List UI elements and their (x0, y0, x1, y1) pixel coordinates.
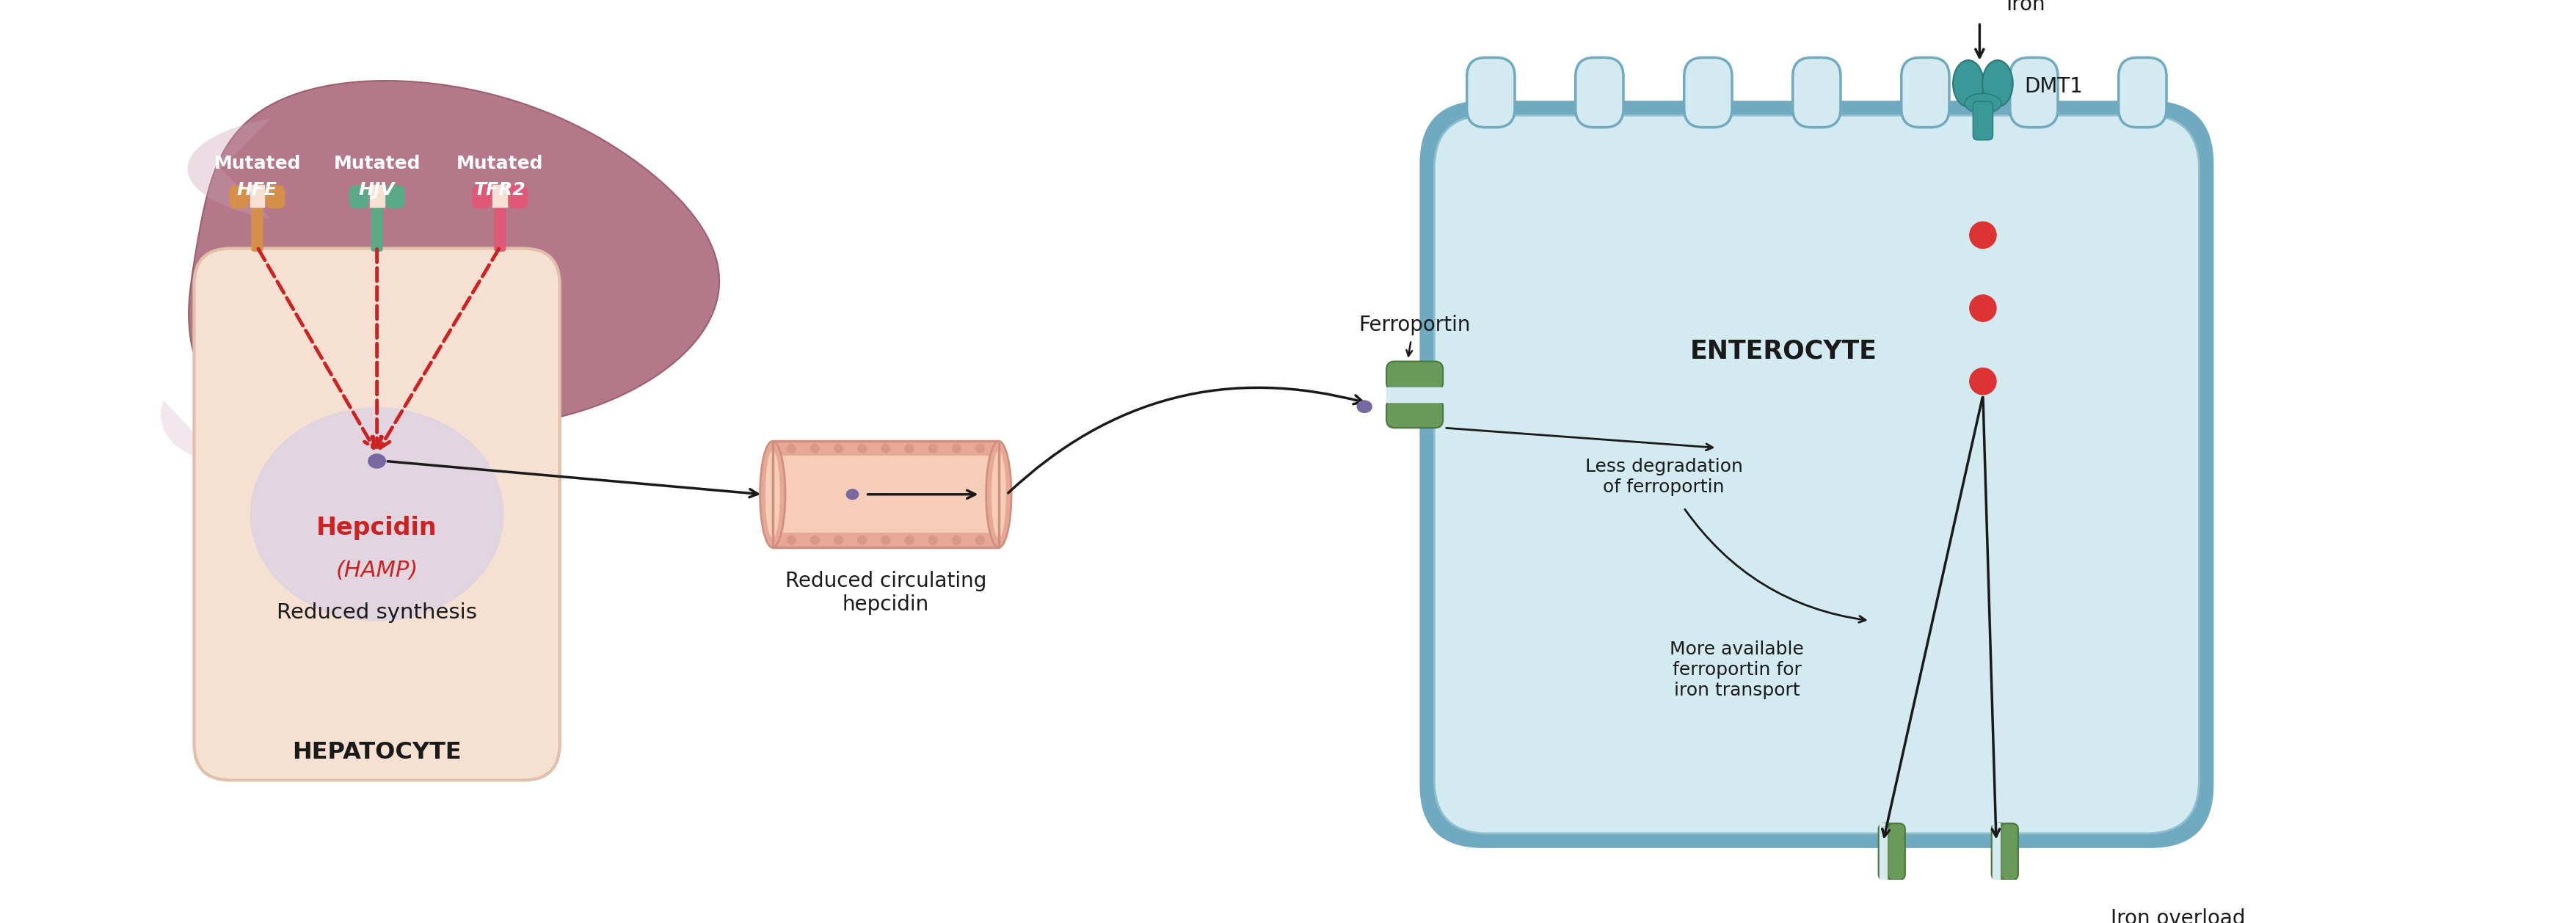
FancyBboxPatch shape (1878, 823, 1896, 880)
Circle shape (858, 536, 866, 545)
Circle shape (976, 536, 984, 545)
FancyBboxPatch shape (384, 186, 404, 209)
FancyBboxPatch shape (1419, 101, 2213, 848)
Text: Less degradation
of ferroportin: Less degradation of ferroportin (1584, 458, 1741, 496)
Bar (1991, 823, 1999, 880)
Circle shape (881, 444, 889, 453)
Circle shape (1762, 904, 1793, 923)
Text: DMT1: DMT1 (2025, 77, 2084, 97)
Circle shape (904, 536, 914, 545)
Circle shape (786, 444, 796, 453)
Circle shape (786, 536, 796, 545)
Circle shape (835, 536, 842, 545)
Circle shape (904, 444, 914, 453)
Ellipse shape (992, 450, 1007, 538)
FancyBboxPatch shape (265, 186, 286, 209)
FancyBboxPatch shape (1386, 362, 1443, 390)
Text: Iron: Iron (2007, 0, 2045, 15)
Circle shape (927, 536, 938, 545)
FancyBboxPatch shape (2009, 57, 2058, 127)
FancyBboxPatch shape (1901, 57, 1950, 127)
FancyBboxPatch shape (1435, 115, 2200, 833)
Circle shape (1971, 222, 1996, 248)
Ellipse shape (1358, 401, 1373, 413)
Circle shape (881, 536, 889, 545)
Bar (1386, 388, 1443, 402)
Bar (368, 186, 384, 207)
Text: Iron overload: Iron overload (2110, 908, 2246, 923)
FancyBboxPatch shape (2117, 57, 2166, 127)
Polygon shape (160, 401, 222, 462)
Text: HJV: HJV (358, 181, 394, 198)
Text: ENTEROCYTE: ENTEROCYTE (1690, 339, 1878, 364)
Bar (773, 441, 999, 456)
Ellipse shape (1984, 60, 2012, 107)
Circle shape (927, 444, 938, 453)
Circle shape (953, 536, 961, 545)
FancyBboxPatch shape (1577, 57, 1623, 127)
Ellipse shape (765, 450, 781, 538)
FancyBboxPatch shape (1973, 102, 1994, 140)
Circle shape (1965, 0, 1994, 22)
Circle shape (811, 536, 819, 545)
Text: (HAMP): (HAMP) (335, 559, 417, 581)
FancyBboxPatch shape (229, 186, 250, 209)
Circle shape (1703, 904, 1731, 923)
Ellipse shape (848, 489, 858, 499)
Polygon shape (188, 118, 270, 219)
FancyBboxPatch shape (2002, 823, 2017, 880)
Circle shape (1971, 368, 1996, 395)
Text: Ferroportin: Ferroportin (1358, 315, 1471, 335)
Bar (773, 533, 999, 547)
Bar (250, 186, 265, 207)
Ellipse shape (987, 441, 1012, 547)
FancyBboxPatch shape (193, 248, 559, 780)
Circle shape (2007, 904, 2038, 923)
Ellipse shape (250, 408, 502, 620)
Text: Reduced circulating
hepcidin: Reduced circulating hepcidin (786, 570, 987, 615)
Ellipse shape (1953, 60, 1984, 107)
FancyBboxPatch shape (1888, 823, 1906, 880)
Text: More available
ferroportin for
iron transport: More available ferroportin for iron tran… (1669, 641, 1803, 699)
Bar (773, 441, 999, 547)
Bar (492, 186, 507, 207)
Circle shape (976, 444, 984, 453)
FancyBboxPatch shape (471, 186, 492, 209)
Text: HFE: HFE (237, 181, 278, 198)
Circle shape (2069, 904, 2097, 923)
Text: HEPATOCYTE: HEPATOCYTE (291, 741, 461, 763)
Text: Mutated: Mutated (332, 154, 420, 172)
Circle shape (953, 444, 961, 453)
Ellipse shape (1965, 93, 2002, 114)
Text: TFR2: TFR2 (474, 181, 526, 198)
FancyBboxPatch shape (252, 205, 263, 252)
Ellipse shape (368, 454, 386, 468)
Bar (1880, 823, 1888, 880)
Ellipse shape (760, 441, 786, 547)
Circle shape (1886, 904, 1914, 923)
FancyBboxPatch shape (1991, 823, 2009, 880)
FancyBboxPatch shape (371, 205, 384, 252)
Polygon shape (188, 80, 719, 431)
Circle shape (835, 444, 842, 453)
Circle shape (1824, 904, 1855, 923)
Text: Reduced synthesis: Reduced synthesis (276, 603, 477, 623)
Circle shape (811, 444, 819, 453)
FancyBboxPatch shape (1386, 399, 1443, 428)
FancyBboxPatch shape (495, 205, 505, 252)
FancyBboxPatch shape (1466, 57, 1515, 127)
Circle shape (858, 444, 866, 453)
Circle shape (1971, 295, 1996, 321)
Circle shape (1945, 904, 1976, 923)
FancyBboxPatch shape (348, 186, 368, 209)
FancyBboxPatch shape (507, 186, 528, 209)
Text: Mutated: Mutated (456, 154, 544, 172)
Text: Hepcidin: Hepcidin (317, 515, 438, 540)
Bar (773, 441, 999, 547)
Text: Mutated: Mutated (214, 154, 301, 172)
FancyBboxPatch shape (1793, 57, 1842, 127)
FancyBboxPatch shape (1685, 57, 1731, 127)
